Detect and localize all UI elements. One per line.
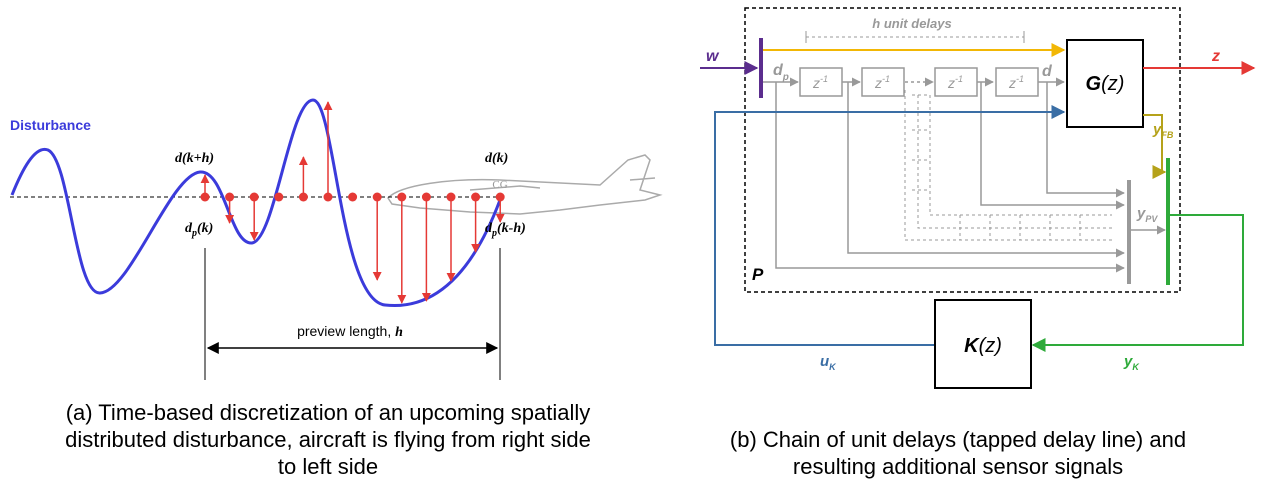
rest: (k-h) <box>497 221 526 236</box>
caption-b: (b) Chain of unit delays (tapped delay l… <box>730 427 1186 479</box>
z-label: z <box>1211 48 1220 65</box>
sup: -1 <box>955 74 963 84</box>
g-label: G(z) <box>1086 73 1125 95</box>
sub: FB <box>1161 130 1173 140</box>
sample-point <box>225 193 234 202</box>
sample-point <box>496 193 505 202</box>
sup: -1 <box>1016 74 1024 84</box>
aircraft <box>388 155 660 214</box>
w-label: w <box>706 48 720 65</box>
panel-a: CG Disturbance d(k+h) d(k) dp(k) dp(k-h)… <box>10 100 660 479</box>
sample-point <box>299 193 308 202</box>
d-label: d <box>1042 63 1053 80</box>
page: CG Disturbance d(k+h) d(k) dp(k) dp(k-h)… <box>0 0 1261 493</box>
sub: p <box>782 72 789 83</box>
sample-point <box>397 193 406 202</box>
sample-point <box>422 193 431 202</box>
base: z <box>812 75 820 91</box>
base: z <box>1008 75 1016 91</box>
caption-a: (a) Time-based discretization of an upco… <box>65 400 591 479</box>
base: G <box>1086 73 1102 95</box>
sup: -1 <box>820 74 828 84</box>
caption-line: to left side <box>278 454 378 479</box>
cg-label: CG <box>492 179 507 191</box>
sample-point <box>324 193 333 202</box>
preview-label: preview length, h <box>297 323 403 340</box>
sample-point <box>373 193 382 202</box>
d-future-label: d(k+h) <box>175 151 214 166</box>
base: z <box>947 75 955 91</box>
caption-line: (b) Chain of unit delays (tapped delay l… <box>730 427 1186 452</box>
figure: CG Disturbance d(k+h) d(k) dp(k) dp(k-h)… <box>0 0 1261 493</box>
sample-point <box>201 193 210 202</box>
delays-label: h unit delays <box>872 16 951 31</box>
y-k-path <box>1033 215 1243 345</box>
d-now-label: d(k) <box>485 151 508 166</box>
sample-point <box>348 193 357 202</box>
sup: -1 <box>882 74 890 84</box>
sample-point <box>274 193 283 202</box>
sample-point <box>471 193 480 202</box>
text: preview length, <box>297 323 395 339</box>
y-pv-label: yPV <box>1136 205 1158 224</box>
rest: (k) <box>492 151 508 166</box>
y-k-label: yK <box>1123 353 1140 372</box>
rest: (z) <box>1101 73 1124 95</box>
dp-now-label: dp(k) <box>185 221 213 239</box>
disturbance-label: Disturbance <box>10 117 91 133</box>
sub: K <box>1132 362 1140 372</box>
rest: (z) <box>979 335 1002 357</box>
base: u <box>820 353 829 370</box>
caption-line: (a) Time-based discretization of an upco… <box>66 400 591 425</box>
base: z <box>874 75 882 91</box>
symbol: h <box>395 325 403 340</box>
caption-line: resulting additional sensor signals <box>793 454 1123 479</box>
rest: (k+h) <box>182 151 214 166</box>
sample-point <box>447 193 456 202</box>
rest: (k) <box>197 221 213 236</box>
sample-point <box>250 193 259 202</box>
u-k-label: uK <box>820 353 837 372</box>
plant-label: P <box>752 265 764 284</box>
sub: PV <box>1145 214 1158 224</box>
sub: K <box>829 362 837 372</box>
dp-past-label: dp(k-h) <box>485 221 526 239</box>
dp-label: dp <box>773 62 789 83</box>
caption-line: distributed disturbance, aircraft is fly… <box>65 427 591 452</box>
k-label: K(z) <box>964 335 1002 357</box>
